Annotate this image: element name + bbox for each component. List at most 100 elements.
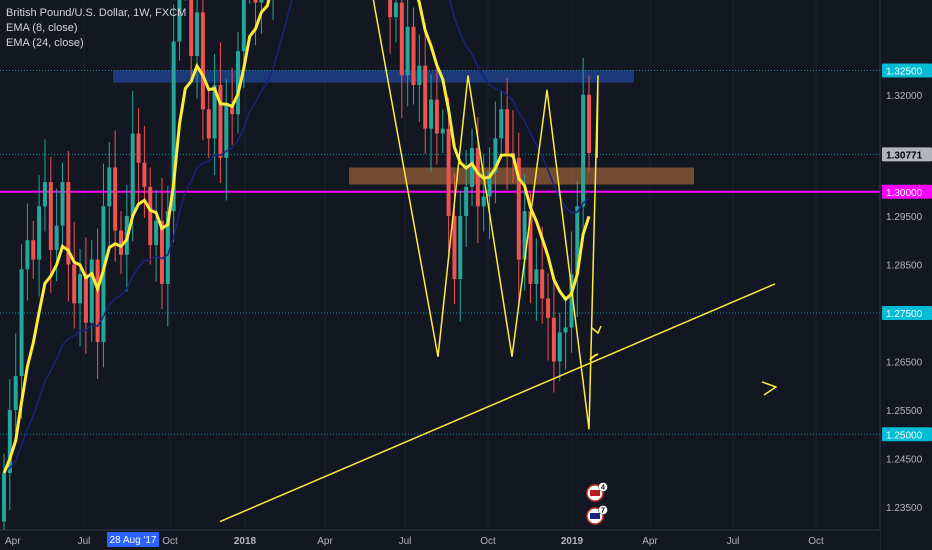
candle-body [393, 2, 398, 18]
candle-body [130, 133, 135, 216]
candle-body [13, 376, 18, 410]
candle-body [487, 172, 492, 197]
candle-body [417, 65, 422, 86]
candle-body [212, 85, 217, 139]
candle-body [241, 0, 246, 52]
candle-body [540, 269, 545, 299]
candle-body [446, 128, 451, 216]
ema-lines [2, 0, 591, 474]
candle-body [119, 230, 123, 255]
time-label-box [107, 532, 159, 547]
price-tick-label: 1.25000 [886, 430, 923, 441]
event-badges[interactable]: 47 [586, 482, 608, 525]
time-tick-label: Apr [5, 536, 21, 547]
candle-body [493, 138, 498, 173]
candle-body [224, 104, 229, 158]
candle-body [499, 109, 504, 139]
candle-body [516, 157, 521, 260]
candle-body [534, 269, 539, 284]
candle-body [522, 211, 527, 260]
candle-body [48, 182, 53, 250]
candle-body [89, 259, 94, 323]
candle-body [464, 186, 469, 216]
candle-body [171, 41, 176, 212]
time-tick-label: 28 Aug '17 [110, 535, 157, 546]
badge-count-circle [598, 482, 608, 492]
candle-body [528, 211, 533, 284]
candle-body [470, 148, 474, 187]
candle-body [60, 182, 65, 226]
candle-body [551, 317, 556, 362]
price-tick-label: 1.25500 [886, 406, 923, 417]
symbol-title[interactable]: British Pound/U.S. Dollar, 1W, FXCM [6, 7, 187, 19]
chart-legend: British Pound/U.S. Dollar, 1W, FXCM EMA … [6, 6, 186, 51]
badge-count: 7 [601, 508, 605, 515]
candle-body [557, 332, 562, 362]
flag-stripe [590, 490, 600, 496]
price-axis[interactable]: 1.32500 1.32000 1.30771 1.30000 1.29500 1.285… [879, 0, 932, 550]
candle-body [37, 206, 42, 260]
candle-body [236, 51, 240, 115]
ema-slow-line [3, 0, 590, 474]
trendline-arrowhead [761, 381, 778, 396]
candle-body [206, 109, 211, 139]
price-tick-label: 1.23500 [886, 503, 923, 514]
candle-body [230, 104, 235, 115]
ema-slow-label[interactable]: EMA (24, close) [6, 37, 84, 49]
wave-tail [589, 353, 599, 361]
time-axis-bg [0, 530, 880, 550]
candle-body [66, 182, 71, 265]
time-tick-label: 2018 [234, 536, 257, 547]
drawings [219, 0, 778, 523]
time-tick-label: Oct [808, 536, 824, 547]
price-tick-label: 1.30000 [886, 188, 923, 199]
candle-body [405, 26, 410, 76]
candle-body [189, 0, 194, 56]
price-tick-label: 1.29500 [886, 212, 923, 223]
candle-body [113, 167, 118, 231]
candle-body [399, 2, 404, 76]
wave-arrowhead [591, 325, 602, 335]
candle-body [388, 0, 393, 18]
time-axis[interactable]: Apr Jul 28 Aug '17 Oct 2018 Apr Jul Oct 2019 Apr J… [0, 529, 880, 550]
price-tick-label: 1.27500 [886, 309, 923, 320]
candle-body [458, 216, 463, 280]
candle-body [25, 240, 30, 270]
flag-stripe [590, 513, 600, 519]
candle-body [429, 99, 434, 129]
candle-body [19, 269, 24, 377]
candle-body [563, 327, 568, 333]
candle-body [546, 298, 551, 318]
candle-body [142, 162, 147, 187]
candle-body [136, 133, 141, 163]
price-label-box [882, 184, 932, 199]
time-tick-label: Oct [480, 536, 496, 547]
candle-body [31, 240, 36, 260]
price-tick-label: 1.32500 [886, 67, 923, 78]
candle-body [7, 410, 12, 474]
candle-body [95, 259, 100, 343]
candle-body [200, 12, 205, 110]
candle-body [195, 12, 200, 56]
candle-body [505, 109, 510, 153]
candle-body [452, 216, 457, 280]
price-axis-bg [880, 0, 932, 550]
candle-body [434, 99, 439, 134]
candle-body [218, 85, 223, 158]
candle-body [587, 94, 591, 153]
candle-body [475, 148, 480, 207]
time-tick-label: 2019 [561, 536, 584, 547]
price-tick-label: 1.26500 [886, 358, 923, 369]
time-tick-label: Jul [78, 536, 91, 547]
candle-body [148, 186, 153, 246]
time-tick-label: Apr [642, 536, 658, 547]
candle-body [54, 225, 59, 250]
candle-body [159, 220, 164, 284]
candle-body [107, 167, 112, 207]
price-tick-label: 1.32000 [886, 91, 923, 102]
ema-fast-label[interactable]: EMA (8, close) [6, 22, 78, 34]
price-label-box [882, 306, 932, 320]
time-tick-label: Jul [727, 536, 740, 547]
candle-body [440, 128, 445, 134]
